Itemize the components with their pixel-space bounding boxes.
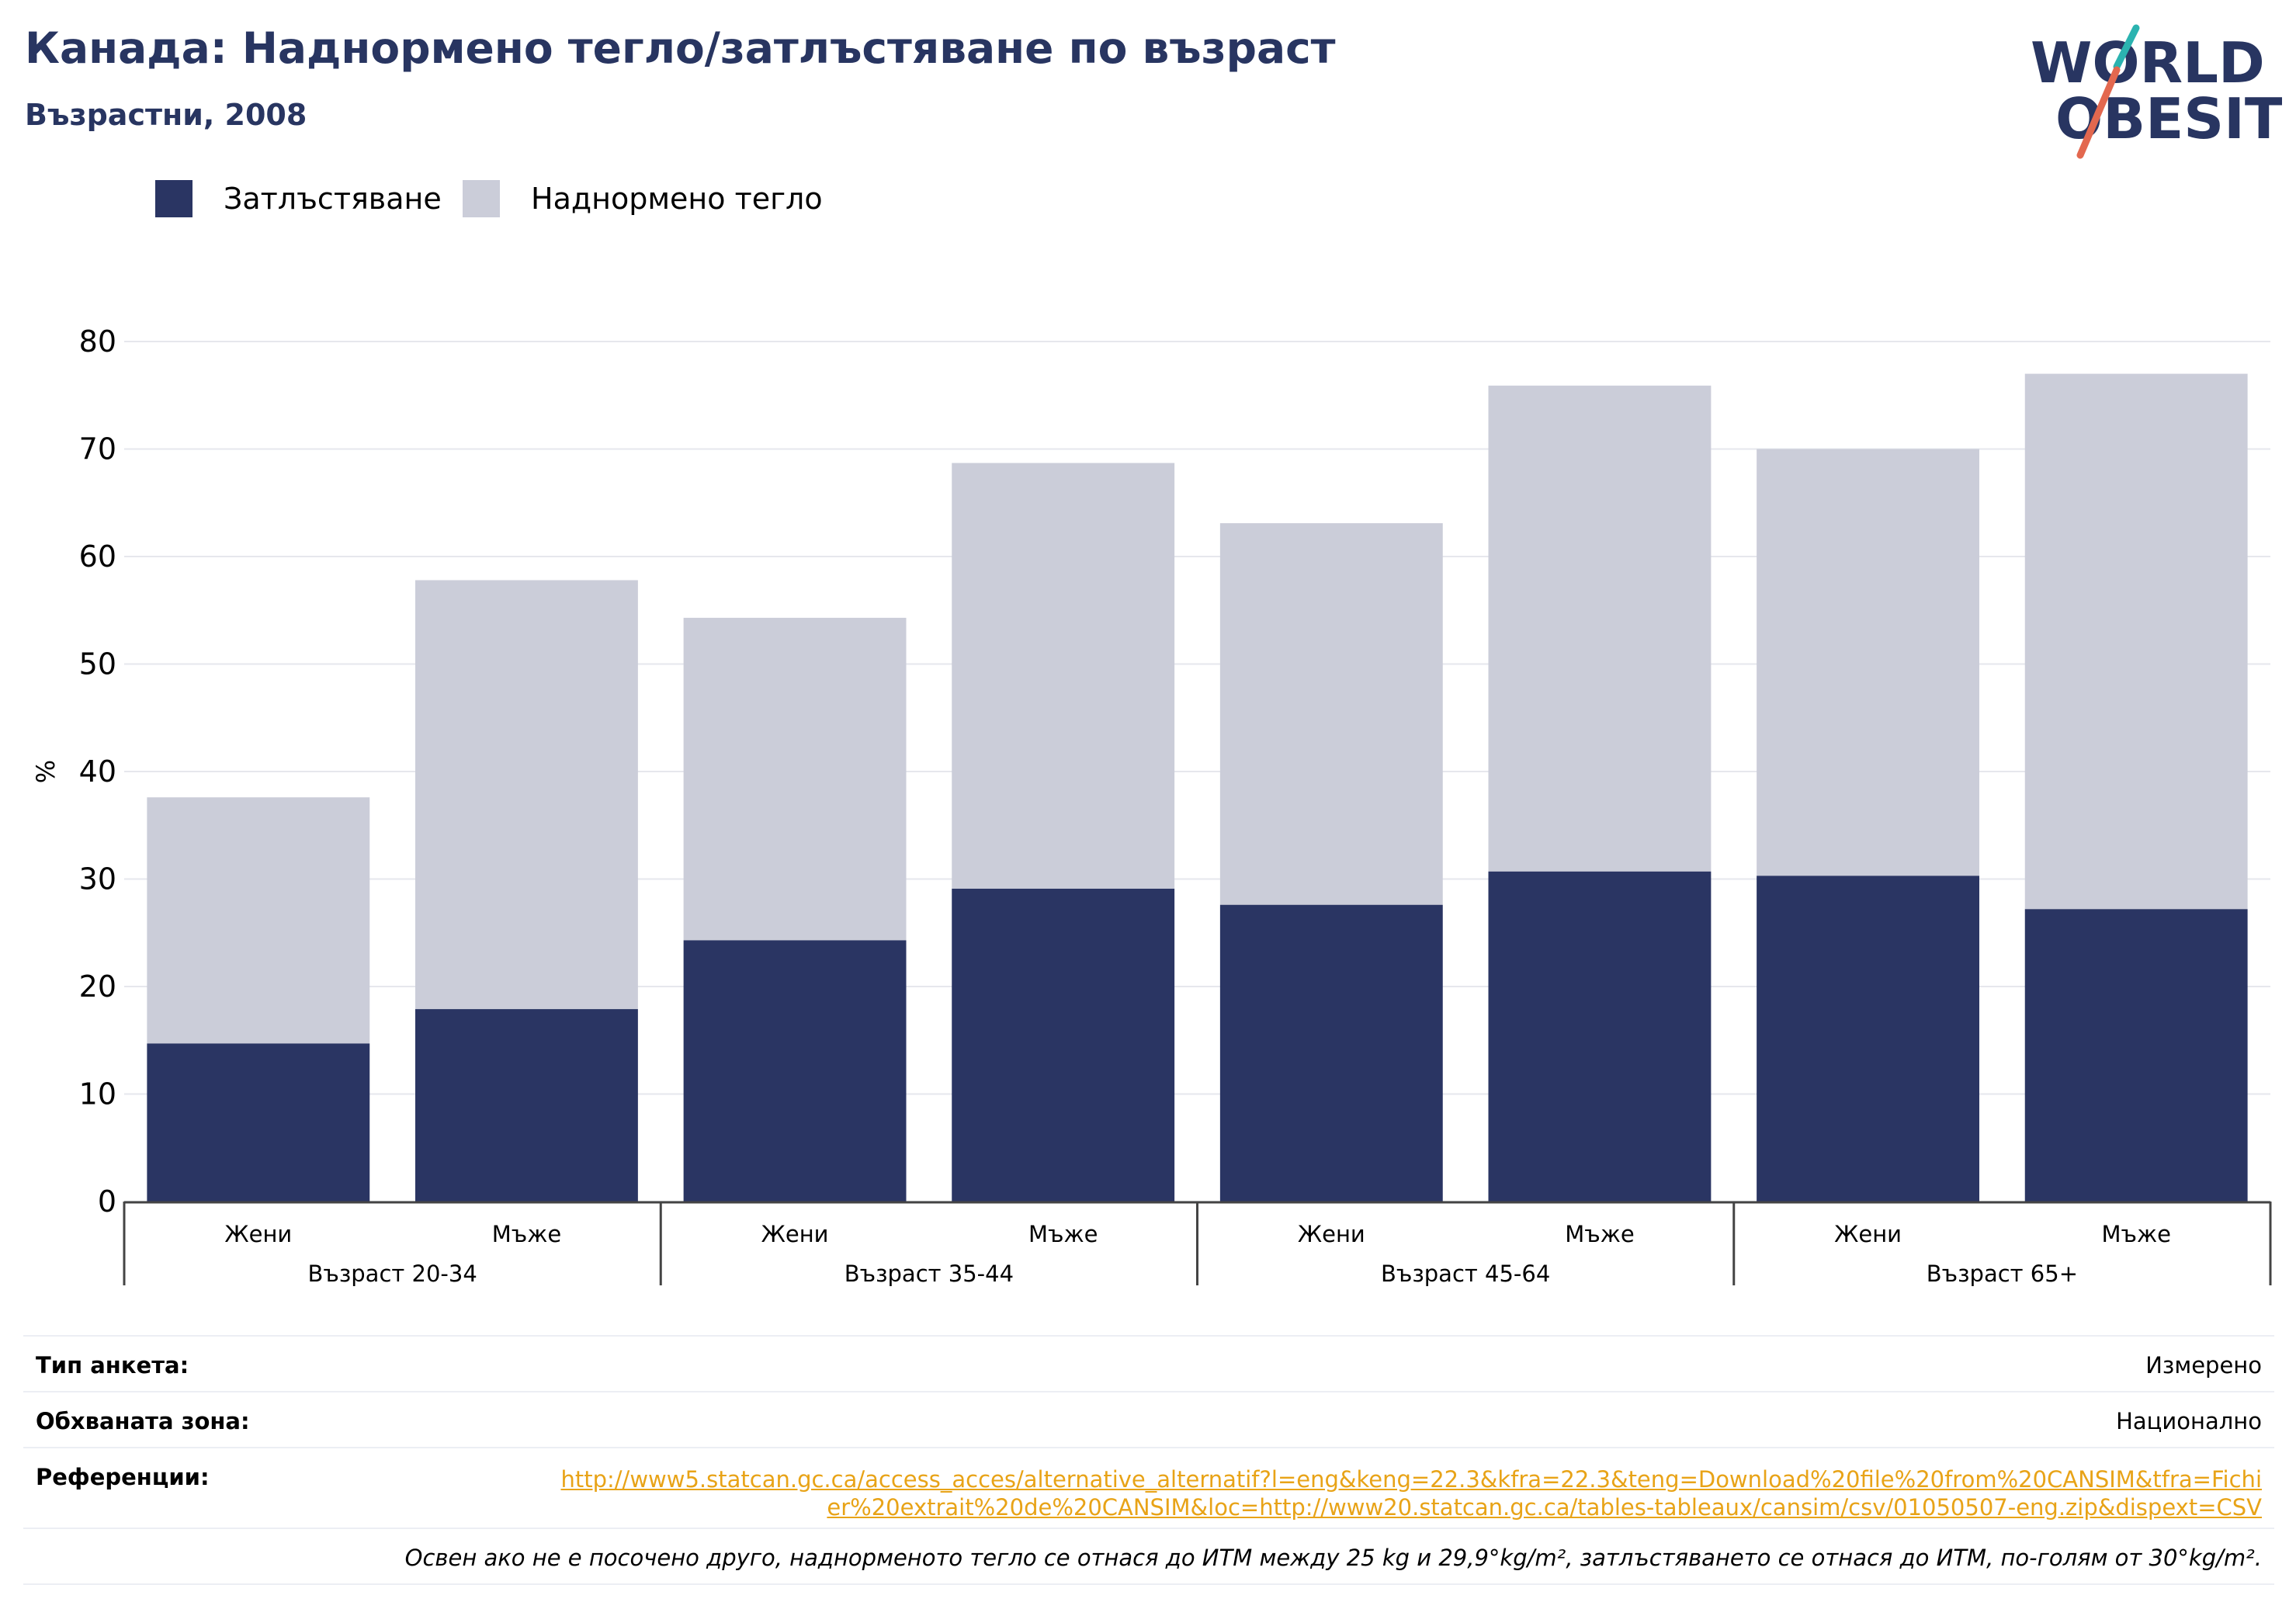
y-tick-label: 80 <box>79 324 116 359</box>
chart-subtitle: Възрастни, 2008 <box>25 98 307 132</box>
x-group-label: Възраст 45-64 <box>1381 1261 1550 1287</box>
bar-overweight <box>683 617 907 941</box>
logo-slash-coral <box>2076 66 2121 159</box>
coverage-label: Обхваната зона: <box>36 1408 250 1434</box>
y-tick-label: 70 <box>79 432 116 466</box>
world-obesity-logo: WORLD OBESITY <box>2031 24 2282 159</box>
x-category-label: Жени <box>1298 1221 1365 1247</box>
bar-overweight <box>1757 449 1979 876</box>
bar-obesity <box>1219 904 1443 1202</box>
y-tick-label: 40 <box>79 754 116 789</box>
x-category-label: Мъже <box>492 1221 561 1247</box>
info-row-survey-type: Тип анкета: Измерено <box>23 1335 2274 1391</box>
references-link[interactable]: http://www5.statcan.gc.ca/access_acces/a… <box>560 1466 2262 1521</box>
bar-obesity <box>2024 909 2248 1202</box>
bar-obesity <box>415 1009 638 1202</box>
x-group-label: Възраст 20-34 <box>307 1261 477 1287</box>
x-group-label: Възраст 65+ <box>1927 1261 2078 1287</box>
bar-obesity <box>147 1043 370 1202</box>
bar-overweight <box>1219 523 1443 905</box>
coverage-value: Национално <box>2116 1408 2262 1434</box>
bar-obesity <box>1757 876 1979 1202</box>
y-tick-label: 0 <box>98 1184 116 1219</box>
bar-overweight <box>952 463 1175 889</box>
bar-obesity <box>1488 871 1712 1202</box>
bar-overweight <box>1488 385 1712 872</box>
legend-label-overweight: Наднормено тегло <box>531 182 823 216</box>
x-category-label: Мъже <box>1028 1221 1098 1247</box>
info-row-references: Референции: http://www5.statcan.gc.ca/ac… <box>23 1447 2274 1528</box>
y-tick-label: 20 <box>79 969 116 1004</box>
y-tick-label: 10 <box>79 1077 116 1111</box>
y-axis-label: % <box>31 760 61 783</box>
stacked-bar-chart: 0 10 20 30 40 50 60 70 80% Жени Мъже Жени Мъже Жени Мъ… <box>31 324 2272 1287</box>
legend-swatch-obesity <box>155 180 192 217</box>
x-category-label: Мъже <box>1565 1221 1634 1247</box>
x-category-label: Мъже <box>2101 1221 2170 1247</box>
bar-overweight <box>147 797 370 1044</box>
y-tick-label: 30 <box>79 862 116 896</box>
legend-swatch-overweight <box>463 180 500 217</box>
survey-type-value: Измерено <box>2145 1352 2262 1379</box>
logo-slash-teal <box>2113 24 2140 71</box>
bar-overweight <box>415 580 638 1010</box>
chart-title: Канада: Наднормено тегло/затлъстяване по… <box>25 23 1336 73</box>
y-tick-label: 50 <box>79 647 116 681</box>
info-row-note: Освен ако не е посочено друго, наднормен… <box>23 1528 2274 1585</box>
bar-obesity <box>952 888 1175 1202</box>
survey-type-label: Тип анкета: <box>36 1352 189 1379</box>
bar-overweight <box>2024 373 2248 910</box>
references-label: Референции: <box>36 1464 210 1490</box>
info-row-coverage: Обхваната зона: Национално <box>23 1391 2274 1447</box>
y-tick-label: 60 <box>79 539 116 574</box>
x-category-label: Жени <box>1834 1221 1902 1247</box>
legend-label-obesity: Затлъстяване <box>224 182 442 216</box>
bar-obesity <box>683 940 907 1202</box>
definition-note: Освен ако не е посочено друго, наднормен… <box>404 1545 2262 1571</box>
x-category-label: Жени <box>761 1221 829 1247</box>
x-group-label: Възраст 35-44 <box>845 1261 1014 1287</box>
logo-text-world: WORLD <box>2031 30 2265 95</box>
info-table: Тип анкета: Измерено Обхваната зона: Нац… <box>23 1335 2274 1585</box>
x-category-label: Жени <box>224 1221 292 1247</box>
